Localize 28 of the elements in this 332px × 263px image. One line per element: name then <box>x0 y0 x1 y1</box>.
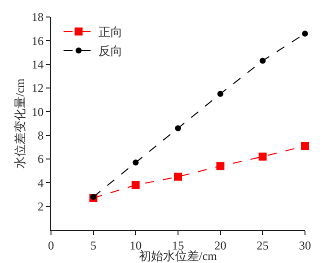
point <box>132 160 139 166</box>
point <box>216 162 224 170</box>
y-tick-label: 6 <box>38 152 44 166</box>
y-tick-label: 14 <box>32 58 44 72</box>
point <box>301 142 309 150</box>
y-tick-label: 8 <box>38 128 44 143</box>
y-tick-label: 4 <box>38 176 44 190</box>
point <box>302 30 308 37</box>
point <box>90 194 96 200</box>
x-tick-label: 10 <box>130 238 142 252</box>
point <box>217 90 224 97</box>
y-tick-label: 12 <box>32 81 44 96</box>
y-axis-title: 水位差变化量/cm <box>12 78 27 168</box>
x-tick-label: 30 <box>299 238 311 252</box>
y-tick-label: 18 <box>32 10 44 24</box>
x-tick-label: 5 <box>90 238 96 252</box>
point <box>174 172 182 181</box>
y-tick-label: 10 <box>32 104 44 119</box>
y-tick-label: 16 <box>32 34 44 48</box>
x-tick-label: 0 <box>48 238 54 252</box>
x-tick-label: 25 <box>256 238 269 252</box>
legend-label: 反向 <box>98 44 123 58</box>
legend-label: 正向 <box>98 25 123 40</box>
point <box>132 181 140 190</box>
point <box>258 152 267 161</box>
point <box>260 58 266 64</box>
point <box>175 125 181 132</box>
y-tick-label: 2 <box>38 200 44 214</box>
